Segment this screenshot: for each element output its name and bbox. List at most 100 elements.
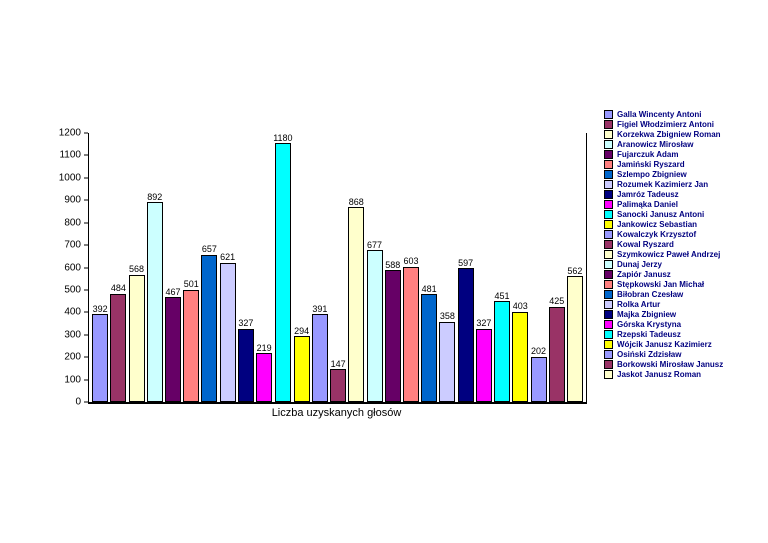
- bar-5: 467: [164, 133, 182, 402]
- bar-rect: [330, 369, 347, 402]
- legend-item-16: Dunaj Jerzy: [604, 259, 723, 269]
- x-axis-title: Liczba uzyskanych głosów: [271, 407, 402, 419]
- bar-rect: [566, 276, 583, 402]
- legend-item-2: Figiel Włodzimierz Antoni: [604, 120, 723, 129]
- bar-rect: [146, 202, 163, 402]
- bar-value-label: 603: [403, 256, 419, 267]
- bars-row: 392 484 568 892 467 501 657 621 327 219 1180 294 391…: [89, 133, 586, 402]
- bar-rect: [421, 294, 438, 402]
- y-tick-label: 700: [64, 239, 81, 251]
- legend-swatch: [604, 200, 613, 209]
- legend-swatch: [604, 240, 613, 249]
- bar-value-label: 621: [220, 252, 236, 263]
- legend-label: Palimąka Daniel: [617, 199, 678, 209]
- legend-label: Rozumek Kazimierz Jan: [617, 179, 709, 189]
- legend-item-1: Galla Wincenty Antoni: [604, 110, 723, 119]
- legend-label: Jankowicz Sebastian: [617, 219, 698, 229]
- bar-rect: [494, 300, 511, 402]
- bar-value-label: 597: [458, 257, 474, 268]
- y-tick-mark: [84, 154, 88, 156]
- legend-swatch: [604, 160, 613, 169]
- legend-label: Wójcik Janusz Kazimierz: [617, 339, 712, 349]
- legend-swatch: [604, 130, 613, 139]
- bar-12: 294: [293, 133, 311, 402]
- bar-rect: [457, 268, 474, 402]
- bar-value-label: 425: [549, 296, 565, 307]
- bar-value-label: 451: [494, 290, 510, 301]
- bar-rect: [92, 314, 109, 402]
- bar-rect: [219, 262, 236, 402]
- legend-swatch: [604, 290, 613, 299]
- y-tick-label: 0: [75, 396, 81, 408]
- legend-item-8: Rozumek Kazimierz Jan: [604, 179, 723, 189]
- bar-rect: [348, 207, 365, 402]
- legend-item-4: Aranowicz Mirosław: [604, 139, 723, 149]
- bar-rect: [293, 336, 310, 402]
- legend-item-20: Rolka Artur: [604, 300, 723, 309]
- bar-value-label: 1180: [273, 133, 293, 143]
- bar-rect: [384, 270, 401, 402]
- y-tick-100: 100: [36, 374, 88, 385]
- y-tick-mark: [84, 267, 88, 268]
- legend-label: Górska Krystyna: [617, 319, 682, 329]
- bar-2: 484: [109, 133, 127, 402]
- y-tick-label: 1100: [59, 149, 81, 161]
- bar-1: 392: [91, 133, 109, 402]
- bar-value-label: 677: [367, 239, 383, 250]
- legend-label: Sanocki Janusz Antoni: [617, 209, 705, 219]
- legend-item-21: Majka Zbigniew: [604, 310, 723, 319]
- legend-item-9: Jamróz Tadeusz: [604, 189, 723, 199]
- legend-item-7: Szlempo Zbigniew: [604, 170, 723, 179]
- legend-swatch: [604, 210, 613, 219]
- legend-swatch: [604, 230, 613, 239]
- bar-value-label: 327: [476, 318, 492, 329]
- bar-value-label: 202: [530, 346, 547, 357]
- bar-17: 588: [384, 133, 402, 402]
- legend-swatch: [604, 270, 613, 279]
- legend-swatch: [604, 170, 613, 179]
- y-axis: 0 100 200 300 400 500 600 700 800 900 1000 1100 1200: [36, 128, 88, 408]
- legend-label: Dunaj Jerzy: [617, 259, 662, 269]
- bar-rect: [256, 352, 273, 402]
- y-tick-label: 600: [64, 262, 81, 273]
- bar-9: 327: [237, 133, 255, 402]
- bar-11: 1180: [273, 133, 293, 402]
- legend-item-25: Osiński Zdzisław: [604, 349, 723, 359]
- legend-item-14: Kowal Ryszard: [604, 239, 723, 249]
- y-tick-1200: 1200: [36, 128, 88, 139]
- legend-label: Biłobran Czesław: [617, 289, 684, 299]
- bar-rect: [402, 266, 419, 402]
- bar-value-label: 327: [238, 318, 254, 329]
- legend-label: Jamróz Tadeusz: [617, 189, 679, 199]
- bar-26: 425: [548, 133, 566, 402]
- y-tick-mark: [84, 311, 88, 313]
- y-tick-900: 900: [36, 195, 88, 206]
- y-tick-400: 400: [36, 307, 88, 318]
- legend-swatch: [604, 220, 613, 229]
- legend-label: Fujarczuk Adam: [617, 149, 679, 159]
- bar-7: 657: [200, 133, 218, 402]
- legend-label: Osiński Zdzisław: [617, 349, 682, 359]
- bar-value-label: 294: [294, 325, 310, 336]
- legend-item-22: Górska Krystyna: [604, 319, 723, 329]
- legend-label: Kowal Ryszard: [617, 239, 674, 249]
- legend-swatch: [604, 310, 613, 319]
- bar-6: 501: [182, 133, 200, 402]
- legend-label: Aranowicz Mirosław: [617, 139, 694, 149]
- bar-value-label: 892: [147, 191, 163, 202]
- legend-swatch: [604, 340, 613, 349]
- bar-value-label: 657: [201, 244, 217, 255]
- y-tick-mark: [84, 289, 88, 291]
- legend-item-18: Stępkowski Jan Michał: [604, 280, 723, 289]
- y-tick-mark: [84, 244, 88, 246]
- y-tick-1100: 1100: [36, 150, 88, 161]
- legend-swatch: [604, 190, 613, 199]
- bar-rect: [201, 254, 218, 402]
- bar-rect: [183, 289, 200, 402]
- legend-swatch: [604, 250, 613, 259]
- bar-value-label: 501: [183, 279, 199, 290]
- legend-swatch: [604, 120, 613, 129]
- bar-rect: [366, 250, 383, 402]
- legend-label: Jamiński Ryszard: [617, 159, 685, 169]
